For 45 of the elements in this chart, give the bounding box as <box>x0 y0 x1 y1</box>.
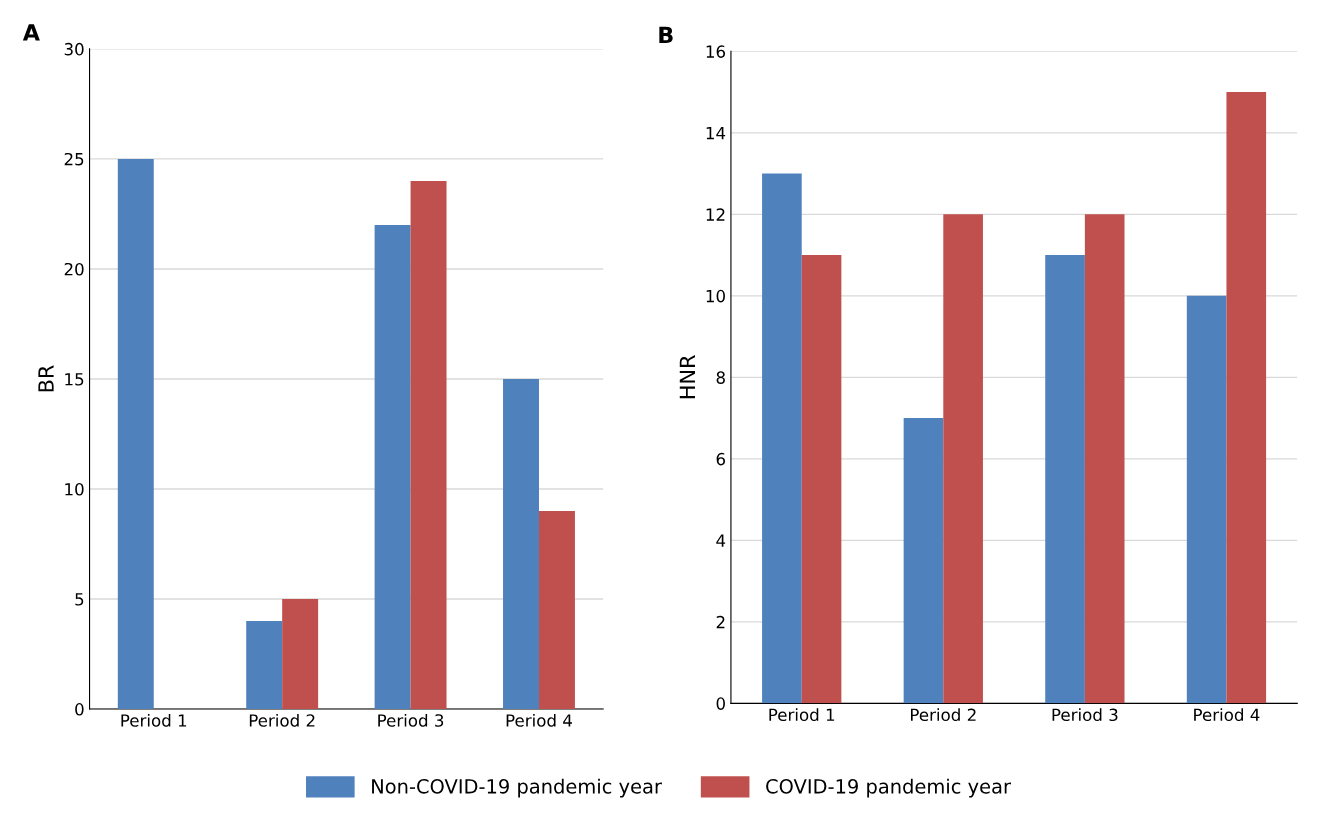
legend-label: Non-COVID-19 pandemic year <box>372 778 662 798</box>
bar <box>117 158 154 710</box>
x-tick-label: Period 3 <box>1052 708 1118 722</box>
x-tick-label: Period 1 <box>769 708 835 722</box>
chart-title: B <box>659 26 673 44</box>
x-tick-label: Period 2 <box>249 713 315 727</box>
y-axis-title: BR <box>38 365 54 392</box>
bar <box>282 599 319 710</box>
bar <box>903 418 944 704</box>
y-tick-label: 15 <box>65 373 84 386</box>
y-tick-label: 12 <box>706 208 725 221</box>
bar <box>943 214 983 704</box>
x-tick-label: Period 1 <box>121 713 187 727</box>
y-tick-label: 5 <box>75 593 84 606</box>
bar <box>1226 92 1267 704</box>
x-tick-label: Period 3 <box>378 713 444 727</box>
bar <box>801 255 842 704</box>
y-tick-label: 6 <box>716 452 726 466</box>
y-tick-label: 0 <box>716 697 725 710</box>
bar <box>374 224 411 710</box>
y-tick-label: 8 <box>716 371 725 384</box>
y-tick-label: 10 <box>706 289 725 303</box>
y-tick-label: 20 <box>64 262 84 276</box>
bar <box>762 173 802 704</box>
x-tick-label: Period 4 <box>1194 708 1260 722</box>
x-tick-label: Period 4 <box>506 713 572 727</box>
bar <box>410 180 447 710</box>
y-tick-label: 10 <box>65 482 84 496</box>
y-tick-label: 0 <box>75 703 84 716</box>
y-tick-label: 4 <box>716 534 726 547</box>
bar <box>503 378 539 710</box>
x-tick-label: Period 2 <box>911 708 976 722</box>
y-tick-label: 30 <box>64 42 84 56</box>
bar <box>1045 255 1085 704</box>
bar <box>1186 295 1227 704</box>
y-tick-label: 25 <box>64 152 84 166</box>
chart-title: A <box>22 24 40 41</box>
bar <box>1084 214 1125 704</box>
y-tick-label: 2 <box>716 615 725 629</box>
y-tick-label: 14 <box>706 127 726 140</box>
y-axis-title: HNR <box>679 355 695 399</box>
legend-label: COVID-19 pandemic year <box>766 778 1011 798</box>
bar <box>538 511 575 710</box>
y-tick-label: 16 <box>706 45 726 58</box>
bar <box>246 621 283 710</box>
